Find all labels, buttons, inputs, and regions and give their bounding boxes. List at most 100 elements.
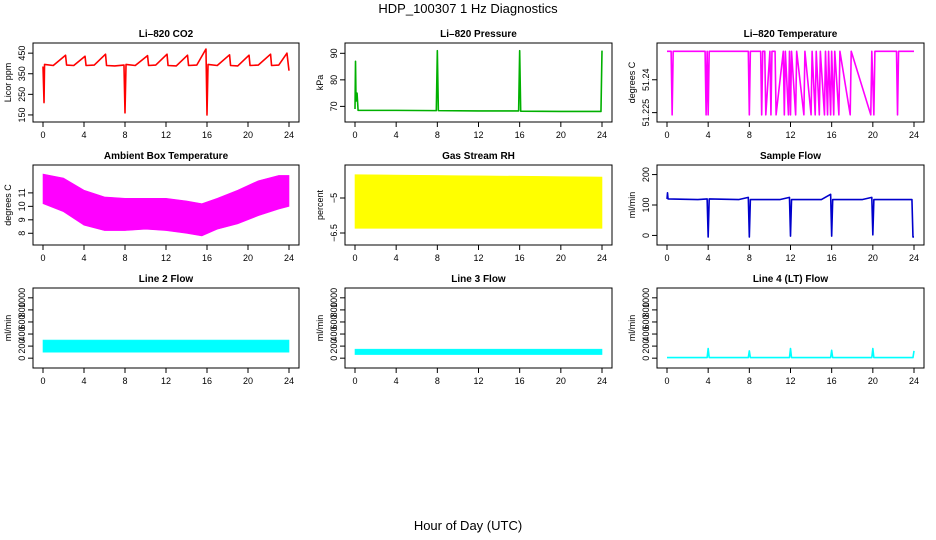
x-tick-label: 24	[597, 376, 607, 386]
plot-frame	[656, 287, 925, 369]
x-tick-label: 24	[597, 130, 607, 140]
y-axis: 8 9 10 11	[17, 188, 33, 236]
series-band	[42, 339, 290, 353]
y-axis-label: ml/min	[627, 315, 637, 342]
x-axis: 0 4 8 12 16 20 24	[664, 368, 919, 386]
y-axis-label: ml/min	[3, 315, 13, 342]
series-line	[667, 347, 915, 359]
y-tick-label: 0	[641, 356, 651, 361]
y-tick-label: 200	[17, 339, 27, 354]
x-tick-label: 20	[868, 130, 878, 140]
x-tick-label: 12	[785, 130, 795, 140]
x-axis: 0 4 8 12 16 20 24	[40, 368, 294, 386]
y-tick-label: 400	[17, 327, 27, 342]
x-tick-label: 16	[515, 130, 525, 140]
y-tick-label: 600	[17, 314, 27, 329]
x-tick-label: 0	[664, 253, 669, 263]
y-tick-label: 80	[329, 75, 339, 85]
x-tick-label: 0	[40, 253, 45, 263]
y-tick-label: 200	[641, 167, 651, 182]
data-layer	[354, 174, 603, 229]
x-tick-label: 24	[909, 130, 919, 140]
x-tick-label: 0	[664, 130, 669, 140]
y-tick-label: 800	[329, 302, 339, 317]
x-tick-label: 12	[473, 253, 483, 263]
x-tick-label: 16	[827, 130, 837, 140]
chart-title: Li–820 Pressure	[440, 29, 517, 40]
figure-x-label: Hour of Day (UTC)	[413, 518, 523, 533]
data-layer	[354, 348, 603, 355]
y-tick-label: 8	[17, 231, 27, 236]
x-tick-label: 20	[868, 376, 878, 386]
x-tick-label: 16	[827, 376, 837, 386]
x-tick-label: 16	[515, 376, 525, 386]
x-tick-label: 24	[284, 376, 294, 386]
y-tick-label: 0	[17, 356, 27, 361]
y-axis-label: ml/min	[315, 315, 325, 342]
x-tick-label: 0	[40, 130, 45, 140]
chart-panel-0: Li–820 CO2 Licor ppm 0 4 8 12 16 20 24 150 250 350 4…	[3, 29, 300, 140]
x-tick-label: 0	[352, 376, 357, 386]
y-tick-label: 51.225	[641, 99, 651, 127]
y-tick-label: 600	[641, 314, 651, 329]
x-tick-label: 12	[785, 253, 795, 263]
plot-frame	[344, 287, 613, 369]
series-line	[666, 192, 914, 238]
x-tick-label: 8	[122, 253, 127, 263]
y-tick-label: 400	[641, 327, 651, 342]
series-band	[42, 173, 290, 237]
x-tick-label: 20	[556, 130, 566, 140]
chart-panel-2: Li–820 Temperature degrees C 0 4 8 12 16 20 24 51…	[627, 29, 925, 140]
x-tick-label: 24	[909, 376, 919, 386]
y-axis-label: degrees C	[627, 61, 637, 103]
y-axis-label: degrees C	[3, 184, 13, 226]
x-tick-label: 4	[706, 130, 711, 140]
x-tick-label: 24	[284, 253, 294, 263]
x-axis: 0 4 8 12 16 20 24	[40, 245, 294, 263]
x-tick-label: 8	[435, 130, 440, 140]
series-line	[667, 50, 914, 116]
y-tick-label: 100	[641, 197, 651, 212]
chart-panel-5: Sample Flow ml/min 0 4 8 12 16 20 24 0 100 200	[627, 151, 925, 263]
x-tick-label: 4	[394, 253, 399, 263]
x-tick-label: 0	[40, 376, 45, 386]
y-tick-label: 200	[641, 339, 651, 354]
x-tick-label: 4	[81, 130, 86, 140]
chart-title: Ambient Box Temperature	[104, 151, 229, 162]
x-tick-label: 12	[785, 376, 795, 386]
chart-panel-7: Line 3 Flow ml/min 0 4 8 12 16 20 24 0 20040060080…	[315, 274, 613, 386]
chart-panel-1: Li–820 Pressure kPa 0 4 8 12 16 20 24 70 80 90	[315, 29, 613, 140]
x-tick-label: 4	[81, 253, 86, 263]
x-tick-label: 16	[515, 253, 525, 263]
x-axis: 0 4 8 12 16 20 24	[664, 122, 919, 140]
y-tick-label: 350	[17, 66, 27, 81]
y-tick-label: 400	[329, 327, 339, 342]
x-tick-label: 16	[202, 376, 212, 386]
data-layer	[667, 347, 915, 359]
x-tick-label: 0	[352, 130, 357, 140]
y-axis: 0 100 200	[641, 167, 657, 238]
y-tick-label: 11	[17, 188, 27, 197]
chart-title: Li–820 Temperature	[744, 29, 838, 40]
x-tick-label: 12	[161, 130, 171, 140]
y-tick-label: −5	[329, 193, 339, 203]
x-tick-label: 16	[827, 253, 837, 263]
series-band	[354, 348, 603, 355]
y-tick-label: 150	[17, 107, 27, 122]
y-tick-label: 9	[17, 217, 27, 222]
y-axis-label: Licor ppm	[3, 63, 13, 103]
y-tick-label: 90	[329, 48, 339, 58]
chart-title: Line 2 Flow	[139, 274, 194, 285]
y-tick-label: 1000	[641, 288, 651, 308]
x-tick-label: 4	[81, 376, 86, 386]
y-tick-label: 70	[329, 101, 339, 111]
series-line	[354, 49, 603, 113]
x-axis: 0 4 8 12 16 20 24	[352, 368, 607, 386]
chart-title: Line 3 Flow	[451, 274, 506, 285]
x-tick-label: 12	[161, 253, 171, 263]
x-tick-label: 8	[435, 376, 440, 386]
chart-title: Line 4 (LT) Flow	[753, 274, 829, 285]
